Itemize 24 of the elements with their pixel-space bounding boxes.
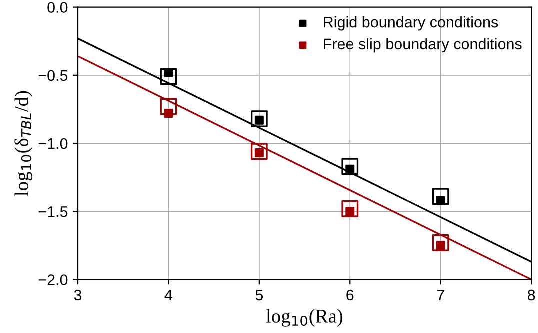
y-tick-label: −1.5 (38, 206, 68, 218)
x-axis-title: log$_{10}$(Ra) (266, 309, 343, 327)
point (342, 158, 359, 176)
point (432, 234, 450, 252)
y-tick-label: 0.0 (48, 2, 68, 14)
legend-label: Free slip boundary conditions (324, 38, 522, 53)
y-axis-title: log$_{10}$(δ$_{TBL}$/d) (14, 91, 32, 196)
point (342, 200, 359, 218)
x-tick-label: 7 (437, 290, 444, 301)
point (250, 110, 268, 128)
legend-label: Rigid boundary conditions (324, 16, 498, 31)
y-tick-label: −2.0 (38, 274, 68, 286)
y-tick-label: −1.0 (38, 138, 68, 150)
point (164, 109, 174, 118)
point (160, 68, 178, 86)
point (432, 188, 450, 206)
y-tick-label: −0.5 (38, 70, 68, 82)
x-tick-label: 4 (164, 290, 173, 301)
x-tick-label: 6 (346, 290, 354, 301)
x-tick-label: 3 (74, 290, 82, 301)
point (160, 98, 178, 116)
x-tick-label: 8 (528, 290, 536, 301)
point (250, 143, 268, 160)
x-tick-label: 5 (256, 290, 264, 301)
